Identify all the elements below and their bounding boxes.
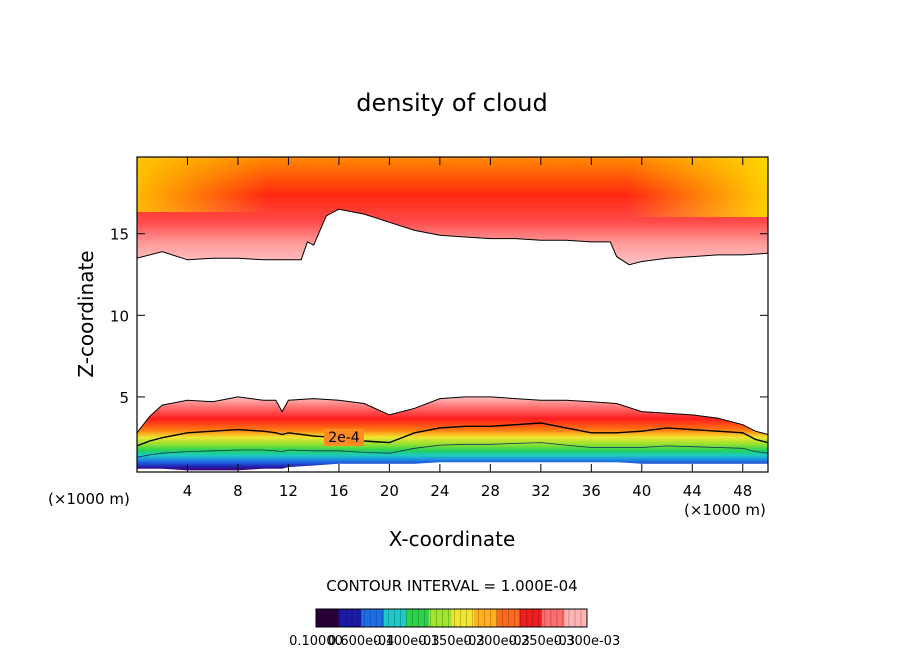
contour-label-background (323, 428, 364, 446)
y-tick-label: 10 (110, 307, 129, 325)
x-tick-label: 36 (582, 482, 601, 500)
colorbar-label: 0.600e-04 (328, 634, 394, 649)
colorbar-label: 0.100e-03 (373, 634, 439, 649)
contour-interval-text: CONTOUR INTERVAL = 1.000E-04 (326, 577, 577, 595)
colorbar-label: 0.150e-03 (418, 634, 484, 649)
y-axis-ticks: 5 10 15 (110, 226, 768, 407)
colorbar-swatch (564, 609, 588, 627)
x-axis-label: X-coordinate (389, 527, 516, 551)
colorbar-swatch (428, 609, 452, 627)
colorbar (315, 608, 588, 628)
x-tick-label: 8 (233, 482, 243, 500)
colorbar-swatch (361, 609, 385, 627)
x-tick-label: 40 (632, 482, 651, 500)
upper-cloud-glow-left (137, 157, 267, 212)
plot-frame (136, 156, 769, 473)
colorbar-swatch (383, 609, 407, 627)
colorbar-swatch (451, 609, 475, 627)
x-tick-label: 16 (329, 482, 348, 500)
colorbar-swatch (496, 609, 520, 627)
colorbar-labels: 0.100000.600e-040.100e-030.150e-030.200e… (289, 634, 620, 649)
x-tick-label: 12 (279, 482, 298, 500)
upper-cloud-outline (137, 208, 768, 266)
colorbar-swatch (474, 609, 498, 627)
chart-title: density of cloud (356, 89, 547, 117)
y-tick-label: 5 (119, 389, 129, 407)
x-tick-label: 24 (430, 482, 449, 500)
colorbar-label: 0.250e-03 (509, 634, 575, 649)
colorbar-swatch (519, 609, 543, 627)
colorbar-swatch (541, 609, 565, 627)
x-tick-label: 20 (380, 482, 399, 500)
x-unit-right: (×1000 m) (684, 501, 766, 519)
colorbar-swatch (338, 609, 362, 627)
colorbar-label: 0.300e-03 (554, 634, 620, 649)
x-tick-label: 32 (531, 482, 550, 500)
x-tick-label: 28 (481, 482, 500, 500)
contour-2e-4-line (137, 422, 768, 447)
y-axis-label: Z-coordinate (74, 250, 98, 377)
colorbar-label: 0.200e-03 (463, 634, 529, 649)
x-tick-label: 48 (733, 482, 752, 500)
y-tick-label: 15 (110, 226, 129, 244)
x-tick-label: 4 (183, 482, 193, 500)
inner-contour-line (137, 442, 768, 458)
x-unit-left: (×1000 m) (48, 490, 130, 508)
x-axis-ticks: 4 8 12 16 20 24 28 32 36 40 44 48 (183, 157, 752, 500)
upper-cloud-glow-right (628, 157, 768, 217)
colorbar-label: 0.10000 (289, 634, 343, 649)
colorbar-swatch (406, 609, 430, 627)
lower-cloud-outline (137, 396, 768, 435)
lower-cloud-layer (137, 396, 768, 471)
contour-label: 2e-4 (328, 430, 360, 446)
upper-cloud-layer (137, 157, 768, 265)
colorbar-frame (315, 608, 588, 628)
plot-area (137, 157, 768, 471)
x-tick-label: 44 (683, 482, 702, 500)
colorbar-swatch (316, 609, 340, 627)
